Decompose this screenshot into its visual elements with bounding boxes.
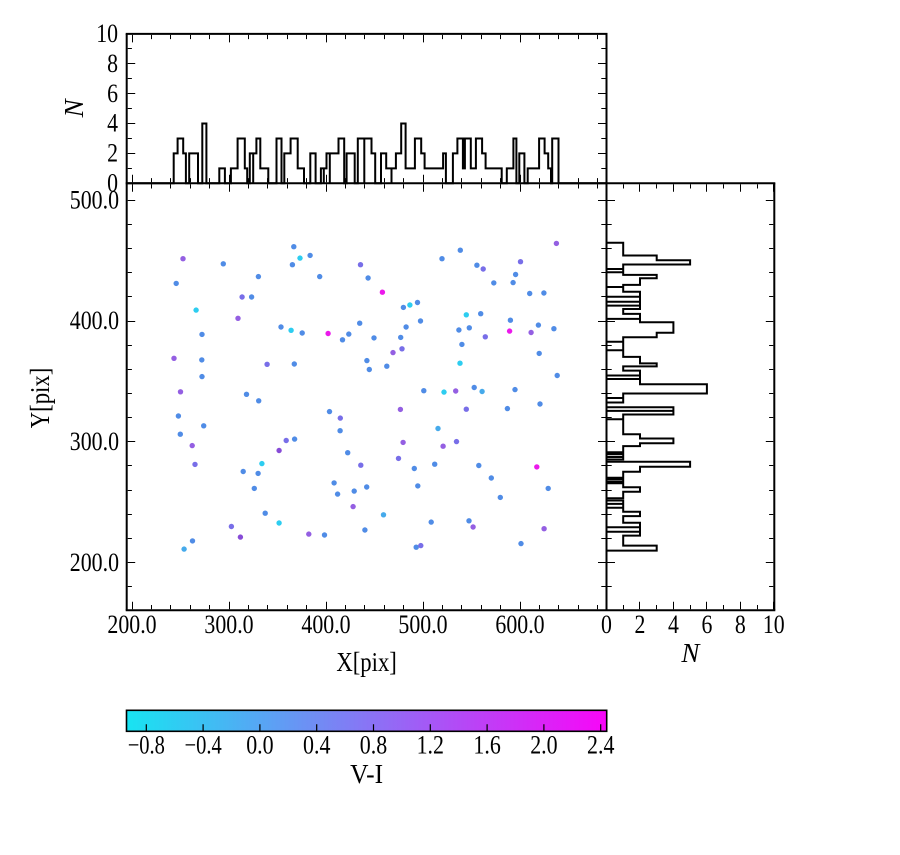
svg-text:400.0: 400.0 bbox=[301, 610, 350, 639]
svg-text:0: 0 bbox=[107, 169, 118, 198]
svg-text:N: N bbox=[59, 97, 89, 118]
svg-text:400.0: 400.0 bbox=[70, 306, 119, 335]
svg-text:−0.4: −0.4 bbox=[185, 731, 222, 760]
svg-text:300.0: 300.0 bbox=[70, 427, 119, 456]
svg-text:V-I: V-I bbox=[350, 759, 383, 789]
svg-text:300.0: 300.0 bbox=[204, 610, 253, 639]
svg-text:2: 2 bbox=[107, 139, 118, 168]
svg-text:0.8: 0.8 bbox=[360, 731, 387, 760]
svg-text:10: 10 bbox=[96, 19, 118, 48]
svg-text:6: 6 bbox=[107, 79, 118, 108]
svg-text:6: 6 bbox=[701, 610, 712, 639]
svg-text:200.0: 200.0 bbox=[107, 610, 156, 639]
svg-text:10: 10 bbox=[763, 610, 785, 639]
svg-text:2.4: 2.4 bbox=[587, 731, 614, 760]
svg-text:8: 8 bbox=[735, 610, 746, 639]
svg-text:0: 0 bbox=[601, 610, 612, 639]
svg-text:2: 2 bbox=[635, 610, 646, 639]
svg-text:Y[pix]: Y[pix] bbox=[25, 368, 55, 429]
svg-text:1.6: 1.6 bbox=[473, 731, 500, 760]
svg-text:8: 8 bbox=[107, 49, 118, 78]
svg-text:4: 4 bbox=[668, 610, 679, 639]
svg-text:1.2: 1.2 bbox=[417, 731, 444, 760]
svg-text:500.0: 500.0 bbox=[398, 610, 447, 639]
svg-text:500.0: 500.0 bbox=[70, 185, 119, 214]
svg-text:200.0: 200.0 bbox=[70, 548, 119, 577]
svg-text:2.0: 2.0 bbox=[530, 731, 557, 760]
svg-text:0.0: 0.0 bbox=[246, 731, 273, 760]
svg-text:N: N bbox=[680, 638, 701, 668]
svg-text:600.0: 600.0 bbox=[495, 610, 544, 639]
svg-text:4: 4 bbox=[107, 109, 118, 138]
svg-text:0.4: 0.4 bbox=[303, 731, 330, 760]
svg-text:X[pix]: X[pix] bbox=[336, 647, 397, 677]
svg-text:−0.8: −0.8 bbox=[128, 731, 165, 760]
